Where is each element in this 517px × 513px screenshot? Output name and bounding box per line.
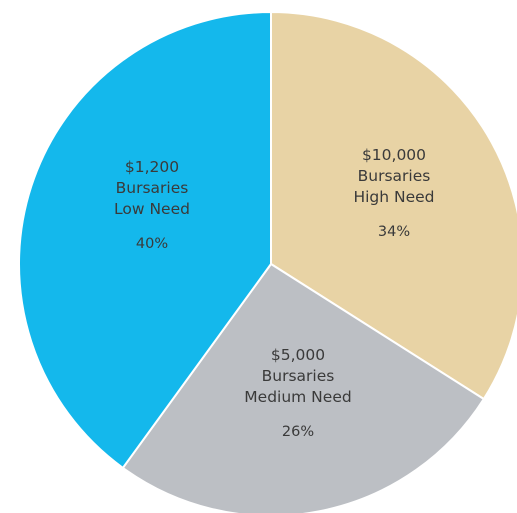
- slice-label-line: Bursaries: [116, 179, 189, 197]
- slice-label-line: $10,000: [362, 146, 426, 164]
- slice-label-line: Bursaries: [262, 367, 335, 385]
- slice-label-line: Medium Need: [244, 388, 351, 406]
- pie-slice-3: [18, 11, 272, 469]
- slice-label-group-1: $10,000 Bursaries High Need 34%: [353, 146, 434, 240]
- slice-label-line: High Need: [353, 188, 434, 206]
- slice-label-group-3: $1,200 Bursaries Low Need 40%: [114, 158, 190, 252]
- slice-label-line: $5,000: [271, 346, 325, 364]
- slice-label-line: Bursaries: [358, 167, 431, 185]
- labels-layer: $10,000 Bursaries High Need 34% $5,000 Bursar…: [114, 146, 435, 440]
- slices-layer: [18, 11, 517, 513]
- slice-label-line: Low Need: [114, 200, 190, 218]
- pie-slice-2: [121, 263, 485, 513]
- slice-percent-label: 34%: [378, 224, 410, 240]
- slice-percent-label: 26%: [282, 424, 314, 440]
- slice-label-group-2: $5,000 Bursaries Medium Need 26%: [244, 346, 351, 440]
- slice-label-line: $1,200: [125, 158, 179, 176]
- slice-percent-label: 40%: [136, 236, 168, 252]
